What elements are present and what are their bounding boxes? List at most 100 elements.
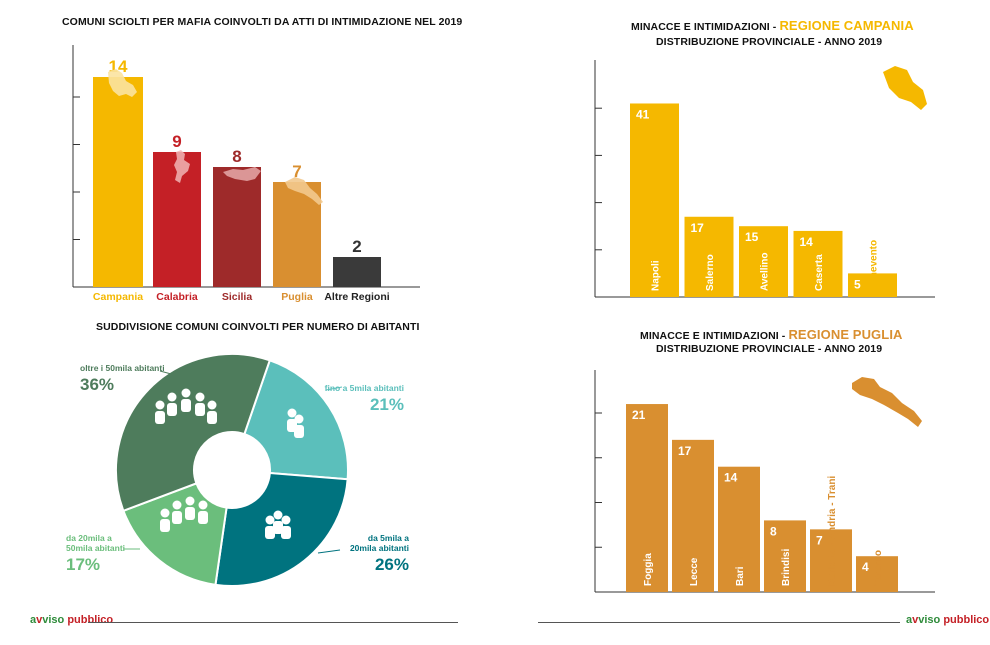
person-icon-head (265, 515, 275, 525)
category-label: Lecce (689, 557, 700, 586)
leader-line (317, 549, 341, 554)
campania-title-prefix: MINACCE E INTIMIDAZIONI - (631, 21, 780, 33)
bar-napoli (630, 103, 679, 297)
category-label: Campania (93, 291, 143, 303)
brand-logo-right: avviso pubblico (906, 614, 990, 626)
slice-upto-5k-percent: 21% (370, 395, 404, 414)
bar-value-label: 14 (800, 235, 814, 249)
person-icon-body (281, 526, 291, 539)
person-icon-body (172, 511, 182, 524)
person-icon-body (207, 411, 217, 424)
category-label: Calabria (156, 291, 198, 303)
category-label: Napoli (651, 260, 662, 291)
bar-lecce (672, 439, 714, 592)
category-label: Sicilia (222, 291, 253, 303)
person-icon-head (273, 510, 283, 520)
bar-foggia (626, 404, 668, 592)
person-icon-body (185, 507, 195, 520)
puglia-map-icon (852, 377, 922, 427)
campania-map-icon (883, 66, 927, 110)
bar-value-label: 8 (232, 147, 241, 166)
footer-divider-left (88, 622, 458, 623)
chart-subtitle-puglia: DISTRIBUZIONE PROVINCIALE - ANNO 2019 (656, 343, 883, 355)
slice-over-50k-percent: 36% (80, 375, 114, 394)
slice-20k-50k-label-2: 50mila abitanti (66, 543, 125, 553)
category-label: Avellino (760, 252, 771, 291)
puglia-map-icon (285, 177, 323, 205)
brand-logo-left: avviso pubblico (30, 614, 114, 626)
bar-avellino (739, 226, 788, 297)
bar-value-label: 21 (632, 408, 646, 422)
inhabitants-donut-chart: fino a 5mila abitanti 21% da 5mila a20mila… (66, 353, 409, 587)
donut-slice-4 (115, 353, 272, 513)
bar-brindisi (764, 520, 806, 592)
slice-5k-20k-label-2: 20mila abitanti (350, 543, 409, 553)
person-icon-head (281, 515, 291, 525)
leader-line (159, 370, 176, 376)
bar-value-label: 7 (292, 162, 301, 181)
calabria-map-icon (174, 150, 190, 183)
person-icon-head (287, 408, 297, 418)
footer-divider-right (538, 622, 900, 623)
puglia-bar-chart: 21 Foggia 17 Lecce 14 Bari 8 Brindisi 7 Barletta … (594, 370, 935, 593)
person-icon-head (207, 400, 217, 410)
person-icon-body (198, 511, 208, 524)
category-label: Salerno (705, 254, 716, 291)
campania-title-highlight: REGIONE CAMPANIA (779, 18, 914, 33)
bar-value-label: 9 (172, 132, 181, 151)
person-icon-body (265, 526, 275, 539)
bar-value-label: 17 (691, 221, 705, 235)
person-icon-head (185, 496, 195, 506)
category-label: Caserta (814, 254, 825, 291)
person-icon-body (155, 411, 165, 424)
category-label: Puglia (281, 291, 313, 303)
bar-benevento (848, 273, 897, 297)
bar-value-label: 15 (745, 230, 759, 244)
person-icon-body (167, 403, 177, 416)
slice-5k-20k-percent: 26% (375, 555, 409, 574)
bar-value-label: 5 (854, 277, 861, 291)
person-icon-head (167, 392, 177, 402)
person-icon-head (160, 508, 170, 518)
bar-barletta-andria-trani (810, 529, 852, 592)
bar-value-label: 8 (770, 524, 777, 538)
sicilia-map-icon (223, 167, 261, 181)
person-icon-head (195, 392, 205, 402)
slice-over-50k-label: oltre i 50mila abitanti (80, 363, 165, 373)
mafia-bar-chart: 14Campania9Calabria8Sicilia7Puglia2Altre… (72, 45, 420, 303)
category-label: Bari (735, 566, 746, 586)
bar-taranto (856, 556, 898, 592)
chart-title-puglia: MINACCE E INTIMIDAZIONI - REGIONE PUGLIA (640, 327, 903, 342)
slice-upto-5k-label: fino a 5mila abitanti (325, 383, 404, 393)
bar-value-label: 14 (724, 471, 738, 485)
bar-value-label: 7 (816, 533, 823, 547)
category-label: Brindisi (781, 549, 792, 586)
bar-sicilia (213, 167, 261, 287)
chart-title-inhabitants: SUDDIVISIONE COMUNI COINVOLTI PER NUMERO… (96, 321, 420, 333)
chart-title-campania: MINACCE E INTIMIDAZIONI - REGIONE CAMPAN… (631, 18, 914, 33)
slice-20k-50k-percent: 17% (66, 555, 100, 574)
slice-5k-20k-label: da 5mila a (368, 533, 409, 543)
puglia-title-prefix: MINACCE E INTIMIDAZIONI - (640, 330, 789, 342)
category-label: Altre Regioni (324, 291, 389, 303)
bar-salerno (684, 216, 734, 297)
bar-bari (718, 466, 760, 592)
category-label: Benevento (869, 240, 880, 291)
puglia-title-highlight: REGIONE PUGLIA (788, 327, 903, 342)
bar-campania (93, 77, 143, 287)
person-icon-body (294, 425, 304, 438)
person-icon-head (181, 388, 191, 398)
bar-altre-regioni (333, 257, 381, 287)
person-icon-head (294, 414, 304, 424)
slice-20k-50k-label: da 20mila a (66, 533, 112, 543)
bar-value-label: 41 (636, 107, 650, 121)
chart-subtitle-campania: DISTRIBUZIONE PROVINCIALE - ANNO 2019 (656, 36, 883, 48)
leader-line (325, 386, 343, 391)
category-label: Foggia (643, 553, 654, 586)
person-icon-body (181, 399, 191, 412)
bar-value-label: 17 (678, 444, 692, 458)
category-label: Barletta - Andria - Trani (827, 476, 838, 586)
category-label: Taranto (873, 550, 884, 586)
chart-title-mafia: COMUNI SCIOLTI PER MAFIA COINVOLTI DA AT… (62, 16, 463, 28)
